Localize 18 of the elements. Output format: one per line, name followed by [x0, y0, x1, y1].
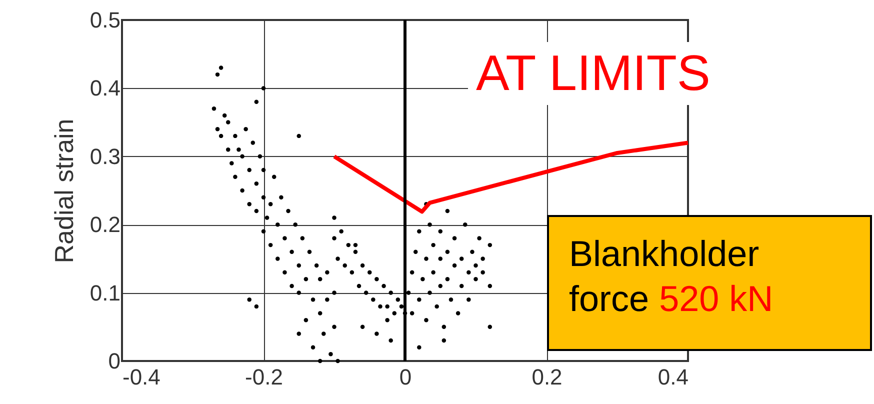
x-tick-label: 0 [399, 364, 412, 390]
x-tick-label: -0.2 [245, 364, 283, 390]
y-tick-label: 0.1 [90, 280, 120, 306]
y-axis-title: Radial strain [48, 118, 79, 264]
y-tick-label: 0.2 [90, 212, 120, 238]
annotation: AT LIMITS [468, 42, 718, 105]
annotation: force [569, 278, 650, 319]
y-tick-label: 0.4 [90, 76, 120, 101]
y-tick-label: 0.3 [90, 144, 120, 169]
x-tick-label: 0.4 [658, 364, 688, 390]
note-box: Blankholder force 520 kN [547, 215, 872, 351]
x-tick-label: -0.4 [122, 364, 160, 390]
annotation: Blankholder [569, 232, 760, 276]
annotation: 520 kN [659, 278, 774, 319]
y-tick-label: 0 [108, 348, 120, 374]
line-series [332, 140, 690, 214]
x-tick-label: 0.2 [532, 364, 562, 390]
y-tick-label: 0.5 [90, 8, 120, 32]
